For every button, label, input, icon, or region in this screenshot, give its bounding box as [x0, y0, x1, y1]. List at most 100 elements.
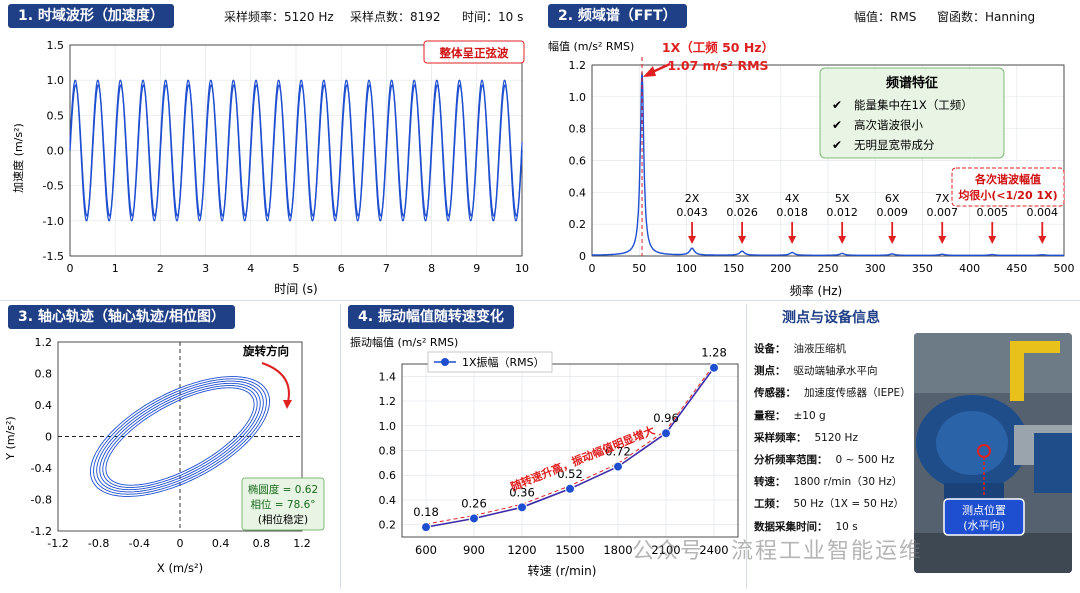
- chart2-xtick-label: 50: [632, 262, 646, 275]
- chart1-xtick-label: 8: [428, 262, 435, 275]
- chart4-ylabel: 振动幅值 (m/s² RMS): [350, 335, 458, 349]
- info-row: 采样频率： 5120 Hz: [754, 430, 858, 445]
- chart2-ytick-label: 0.8: [569, 123, 587, 136]
- chart3-xtick-label: -1.2: [47, 537, 68, 550]
- chart4-plot-area: [401, 363, 739, 538]
- chart2-xtick-label: 150: [723, 262, 744, 275]
- panel1-meta-sampling-rate: 采样频率：5120 Hz: [224, 10, 334, 24]
- info-row-value: ±10 g: [793, 409, 826, 422]
- rotation-arrowhead: [283, 400, 292, 409]
- chart3-ytick-label: 0: [45, 431, 52, 444]
- info-row: 传感器： 加速度传感器（IEPE）: [754, 385, 911, 400]
- chart2-ytick-label: 0.6: [569, 155, 587, 168]
- chart1-ytick-label: 1.0: [47, 74, 65, 87]
- chart1-annotation-box: [423, 40, 525, 64]
- chart3-orbit-loop: [96, 380, 264, 493]
- chart4-ytick-label: 0.6: [379, 469, 397, 482]
- chart1-ytick-label: -1.0: [43, 215, 64, 228]
- chart3-orbit-loop: [105, 387, 255, 486]
- info-row-value: 5120 Hz: [814, 431, 858, 444]
- chart1-ylabel: 加速度 (m/s²): [11, 123, 25, 193]
- info-row-value: 1800 r/min（30 Hz）: [793, 476, 903, 489]
- chart2-harmonic-arrowhead: [1038, 236, 1047, 244]
- chart4-xtick-label: 600: [415, 543, 437, 557]
- chart4-legend: [427, 351, 553, 373]
- chart1-ytick-label: 0.0: [47, 145, 65, 158]
- panel1-header: 1. 时域波形（加速度）: [8, 4, 174, 28]
- feature-check-icon: ✔: [832, 138, 842, 152]
- phase-note: (相位稳定): [258, 513, 308, 526]
- chart2-peak-label-1: 1X（工频 50 Hz）: [662, 40, 774, 55]
- chart2-xtick-label: 100: [676, 262, 697, 275]
- panel1-meta-duration: 时间：10 s: [462, 10, 524, 24]
- chart4-data-label: 0.26: [461, 496, 487, 510]
- ellipticity-text: 椭圆度 = 0.62: [248, 483, 318, 496]
- chart3-ytick-label: 1.2: [35, 336, 53, 349]
- chart3-xtick-label: 0.4: [212, 537, 230, 550]
- chart4-ytick-label: 0.4: [379, 494, 397, 507]
- chart3-ytick-label: -0.4: [31, 462, 52, 475]
- info-row: 工频： 50 Hz（1X = 50 Hz）: [754, 496, 904, 511]
- chart2-harmonic-arrowhead: [938, 236, 947, 244]
- chart4-data-point: [565, 483, 575, 494]
- feature-item-2: 高次谐波很小: [854, 118, 923, 132]
- chart1-xtick-label: 6: [338, 262, 345, 275]
- info-row-value: 50 Hz（1X = 50 Hz）: [793, 498, 905, 511]
- chart4-data-label: 0.18: [413, 505, 439, 519]
- chart3-xtick-label: -0.8: [88, 537, 109, 550]
- info-row-value: 0 ~ 500 Hz: [835, 454, 895, 466]
- chart2-xtick-label: 400: [959, 262, 980, 275]
- chart3-orbit-loop: [90, 376, 270, 497]
- chart3-orbit-loop: [102, 385, 258, 488]
- info-row: 设备： 油液压缩机: [754, 341, 846, 356]
- time-waveform-chart: 0 1 2 3 4 5 6 7 8 9 10 -1.5 -1.0 -0.5 0.0 0.5 1.0 1.5 时间 …: [11, 39, 529, 296]
- chart1-xtick-label: 5: [293, 262, 300, 275]
- chart3-xlabel: X (m/s²): [157, 561, 203, 575]
- chart4-ytick-label: 0.8: [379, 445, 397, 458]
- chart2-harmonic-value: 0.005: [977, 206, 1009, 219]
- chart2-peak-label-2: 1.07 m/s² RMS: [667, 58, 768, 73]
- chart2-ylabel: 幅值 (m/s² RMS): [548, 40, 634, 53]
- chart2-ytick-label: 0: [579, 250, 586, 263]
- info-row: 数据采集时间： 10 s: [754, 519, 858, 534]
- panel3-header: 3. 轴心轨迹（轴心轨迹/相位图）: [8, 305, 236, 329]
- chart3-ytick-label: 0.4: [35, 399, 53, 412]
- info-row-label: 传感器：: [754, 387, 796, 400]
- rotation-direction-label: 旋转方向: [242, 344, 289, 358]
- chart3-orbit-loop: [99, 382, 261, 491]
- chart3-xtick-label: 0.8: [253, 537, 271, 550]
- chart2-ytick-label: 1.0: [569, 91, 587, 104]
- chart2-harmonic-arrowhead: [988, 236, 997, 244]
- info-row: 量程： ±10 g: [754, 408, 826, 423]
- chart4-legend-marker: [441, 358, 449, 366]
- chart2-xtick-label: 300: [865, 262, 886, 275]
- chart4-xtick-label: 1200: [507, 543, 536, 557]
- chart4-xlabel: 转速 (r/min): [528, 563, 597, 578]
- chart2-harmonic-arrowhead: [838, 236, 847, 244]
- photo-label-line1: 测点位置: [962, 503, 1006, 517]
- chart4-ytick-label: 1.4: [379, 370, 397, 383]
- info-panel-title: 测点与设备信息: [782, 310, 880, 326]
- orbit-chart: -1.2 -0.8 -0.4 0 0.4 0.8 1.2 -1.2 -0.8 -0.4 0 0.4 0.…: [4, 336, 325, 575]
- chart2-harmonic-value: 0.043: [676, 206, 708, 219]
- info-row: 转速： 1800 r/min（30 Hz）: [754, 474, 902, 489]
- panel2-meta-window: 窗函数：Hanning: [937, 10, 1036, 24]
- chart4-xtick-label: 1500: [555, 543, 584, 557]
- panel2-header: 2. 频域谱（FFT）: [548, 4, 687, 28]
- chart1-ytick-label: 0.5: [47, 109, 65, 122]
- chart1-ytick-label: -0.5: [43, 180, 64, 193]
- horizontal-divider: [0, 300, 1080, 301]
- info-row-label: 分析频率范围：: [754, 454, 828, 466]
- chart1-ytick-label: -1.5: [43, 250, 64, 263]
- chart2-xtick-label: 350: [912, 262, 933, 275]
- chart4-legend-label: 1X振幅（RMS）: [462, 355, 545, 369]
- chart2-harmonic-arrowhead: [888, 236, 897, 244]
- chart2-harmonic-name: 2X: [685, 192, 700, 205]
- chart4-data-label: 0.72: [605, 445, 631, 459]
- chart4-data-label: 1.28: [701, 346, 727, 360]
- panel4-header: 4. 振动幅值随转速变化: [348, 305, 514, 329]
- chart2-harmonic-arrowhead: [788, 236, 797, 244]
- chart2-harmonic-name: 6X: [885, 192, 900, 205]
- chart3-ylabel: Y (m/s²): [4, 416, 17, 460]
- chart2-harmonic-value: 0.009: [876, 206, 908, 219]
